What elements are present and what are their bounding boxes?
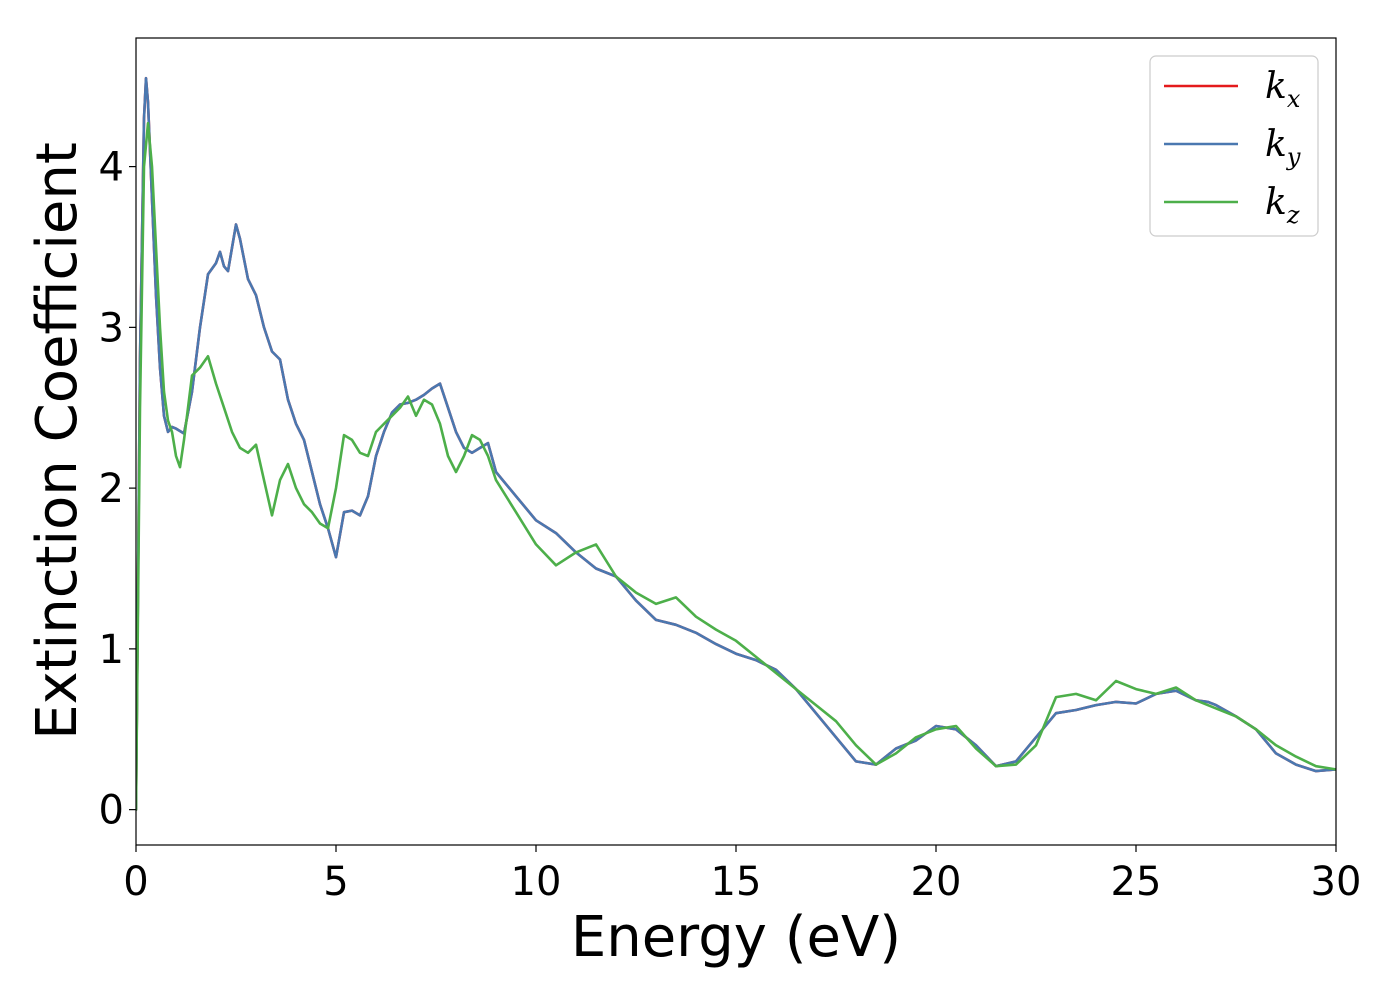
y-tick-label: 3 [99, 305, 124, 351]
series-layer [136, 76, 1336, 811]
x-tick-label: 10 [511, 859, 562, 905]
y-axis-title: Extinction Coefficient [25, 142, 90, 740]
y-tick-label: 4 [99, 145, 124, 191]
series-line-z [136, 121, 1336, 811]
y-tick-label: 0 [99, 788, 124, 834]
x-tick-label: 0 [123, 859, 148, 905]
legend-box [1149, 55, 1319, 237]
legend-label-y: ky [1265, 124, 1301, 171]
x-axis: 0 5 10 15 20 25 30 [123, 845, 1361, 905]
legend: kx ky kz [1149, 55, 1319, 237]
x-tick-label: 30 [1311, 859, 1362, 905]
x-tick-label: 5 [323, 859, 348, 905]
x-tick-label: 25 [1111, 859, 1162, 905]
x-tick-label: 15 [711, 859, 762, 905]
x-tick-label: 20 [911, 859, 962, 905]
legend-label-z: kz [1265, 182, 1300, 229]
y-axis: 0 1 2 3 4 [99, 145, 136, 834]
legend-label-x: kx [1265, 66, 1301, 113]
x-axis-title: Energy (eV) [571, 905, 901, 970]
y-tick-label: 2 [99, 466, 124, 512]
y-tick-label: 1 [99, 627, 124, 673]
series-line-y [136, 76, 1336, 811]
